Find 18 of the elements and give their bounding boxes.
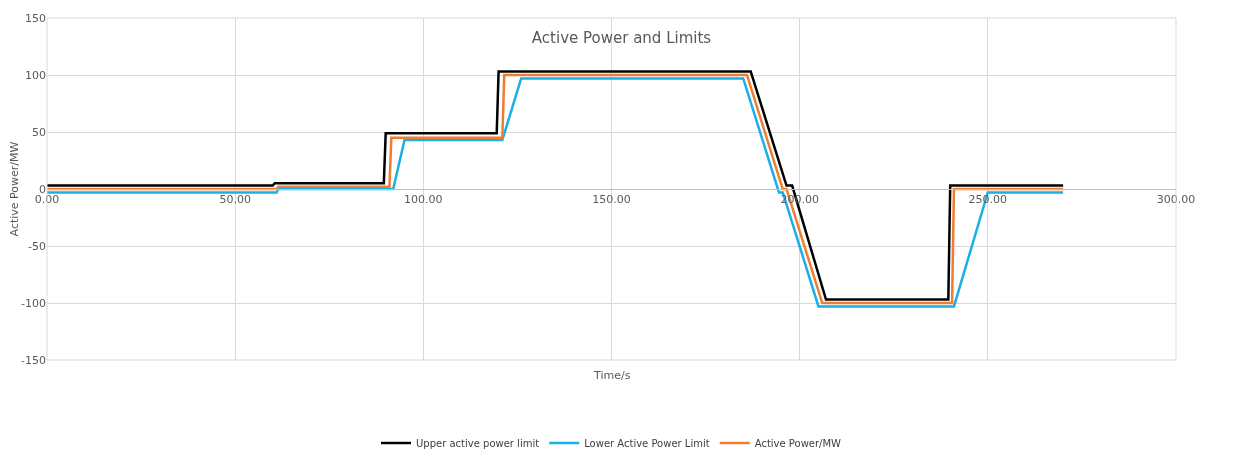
y-tick-label: 50 bbox=[32, 125, 46, 139]
x-axis-title: Time/s bbox=[593, 369, 631, 382]
x-tick-label: 50.00 bbox=[219, 193, 251, 207]
y-tick-label: -50 bbox=[28, 239, 46, 253]
x-tick-label: 150.00 bbox=[592, 193, 631, 207]
x-tick-label: 0.00 bbox=[34, 193, 60, 207]
y-tick-label: 0 bbox=[39, 182, 46, 196]
y-axis-title: Active Power/MW bbox=[7, 141, 21, 237]
y-tick-label: 150 bbox=[25, 11, 46, 25]
y-tick-label: -150 bbox=[21, 353, 46, 367]
x-tick-label: 300.00 bbox=[1156, 193, 1196, 207]
x-tick-label: 100.00 bbox=[404, 193, 443, 207]
y-tick-label: -100 bbox=[21, 296, 46, 310]
legend-label: Upper active power limit bbox=[416, 437, 540, 449]
legend-label: Active Power/MW bbox=[754, 437, 842, 449]
legend-label: Lower Active Power Limit bbox=[584, 437, 710, 449]
text: Active Power and Limits bbox=[531, 29, 712, 48]
y-tick-label: 100 bbox=[25, 68, 46, 82]
